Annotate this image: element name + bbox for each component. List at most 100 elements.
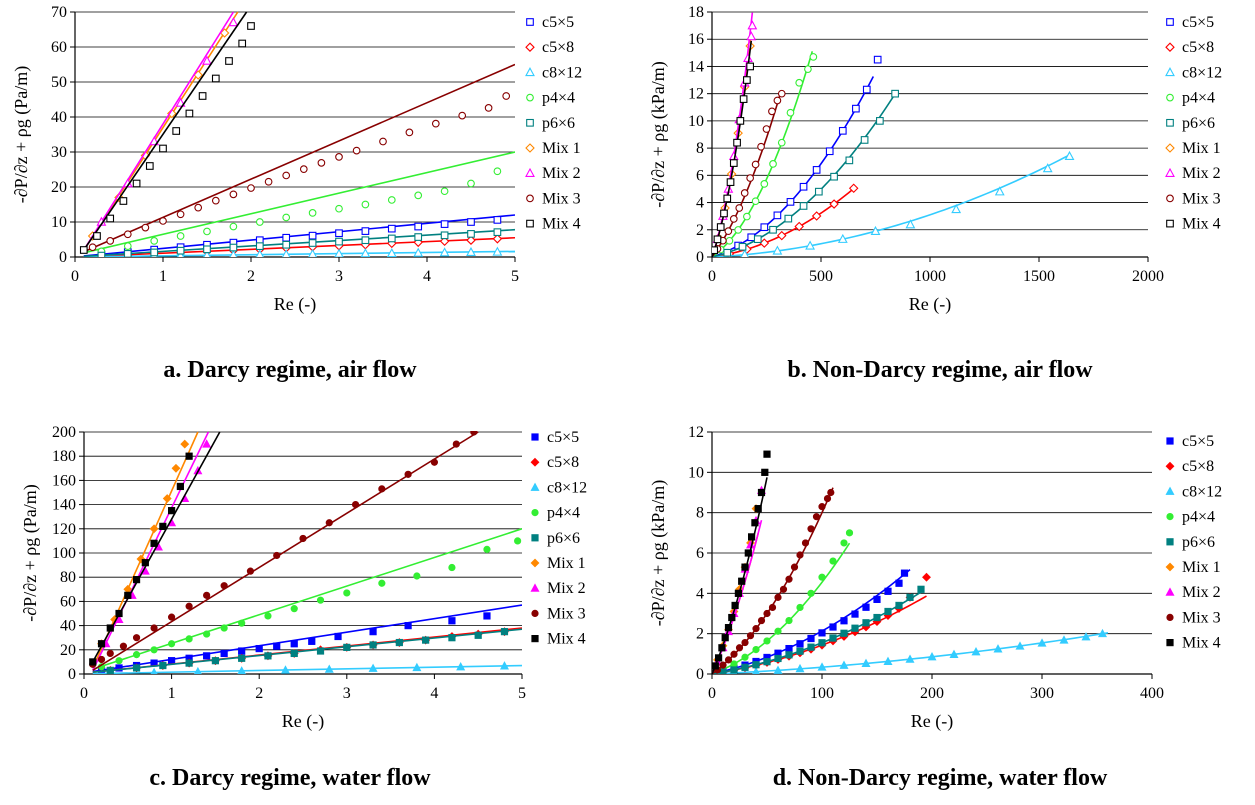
x-axis-label: Re (-) bbox=[282, 711, 324, 732]
x-tick-label: 3 bbox=[343, 685, 351, 702]
data-point bbox=[360, 248, 371, 257]
legend-label: Mix 4 bbox=[542, 216, 581, 233]
data-point bbox=[395, 638, 403, 647]
legend-label: p4×4 bbox=[547, 505, 580, 522]
data-point bbox=[361, 227, 370, 235]
data-point bbox=[720, 209, 728, 218]
data-point bbox=[827, 488, 835, 497]
legend-label: p6×6 bbox=[542, 115, 575, 132]
data-point bbox=[273, 551, 281, 560]
data-point bbox=[786, 198, 795, 206]
data-point bbox=[229, 243, 238, 252]
data-point bbox=[467, 218, 475, 226]
data-point bbox=[829, 199, 839, 209]
y-tick-label: 30 bbox=[51, 144, 67, 161]
data-point bbox=[220, 624, 228, 632]
data-point bbox=[448, 634, 456, 642]
data-point bbox=[873, 55, 882, 64]
data-point bbox=[751, 160, 760, 169]
legend-marker bbox=[1165, 486, 1175, 495]
legend-label: c5×5 bbox=[1182, 14, 1214, 31]
legend-label: Mix 4 bbox=[1182, 216, 1221, 233]
data-point bbox=[119, 642, 128, 650]
data-point bbox=[747, 20, 758, 30]
y-tick-label: 40 bbox=[51, 109, 67, 126]
data-point bbox=[763, 450, 771, 458]
data-point bbox=[721, 634, 729, 642]
data-point bbox=[724, 227, 733, 235]
data-point bbox=[150, 646, 158, 654]
data-point bbox=[807, 634, 815, 643]
data-point bbox=[106, 214, 115, 223]
y-tick-label: 10 bbox=[688, 113, 704, 130]
series-fit-line bbox=[92, 664, 522, 674]
data-point bbox=[106, 237, 115, 245]
data-point bbox=[818, 503, 826, 511]
data-point bbox=[845, 529, 854, 537]
data-point bbox=[514, 537, 522, 545]
data-point bbox=[823, 494, 832, 503]
data-point bbox=[334, 248, 344, 257]
data-point bbox=[237, 666, 246, 674]
y-tick-label: 10 bbox=[688, 464, 704, 481]
y-tick-label: 12 bbox=[688, 424, 704, 441]
data-point bbox=[741, 653, 749, 661]
data-point bbox=[718, 644, 726, 652]
legend: c5×5 c5×8 c8×12 p4×4 p6×6 Mix 1 Mix 2 Mix 3 Mix … bbox=[525, 14, 582, 233]
y-tick-label: 0 bbox=[59, 249, 67, 266]
plot-area bbox=[712, 12, 1075, 257]
data-point bbox=[299, 165, 308, 173]
data-point bbox=[735, 644, 744, 652]
data-point bbox=[141, 559, 149, 567]
data-point bbox=[1064, 150, 1075, 161]
data-point bbox=[736, 117, 745, 125]
data-point bbox=[906, 593, 914, 601]
series-fit-line bbox=[92, 528, 522, 670]
data-point bbox=[746, 31, 757, 41]
data-point bbox=[456, 662, 466, 671]
legend-marker bbox=[1165, 562, 1175, 572]
data-point bbox=[325, 519, 333, 527]
y-tick-label: 20 bbox=[60, 642, 76, 659]
data-point bbox=[412, 662, 422, 672]
y-axis-label: -∂P/∂z + ρg (Pa/m) bbox=[11, 66, 32, 203]
data-point bbox=[176, 232, 185, 240]
y-tick-label: 2 bbox=[696, 626, 704, 643]
data-point bbox=[829, 634, 837, 642]
data-point bbox=[900, 569, 909, 577]
legend-marker bbox=[526, 118, 534, 127]
data-point bbox=[804, 65, 812, 74]
data-point bbox=[159, 217, 167, 225]
data-point bbox=[752, 625, 760, 633]
data-point bbox=[413, 247, 424, 257]
legend: c5×5 c5×8 c8×12 p4×4 p6×6 Mix 1 Mix 2 Mix 3 Mix … bbox=[1165, 433, 1222, 652]
data-point bbox=[176, 246, 185, 255]
data-point bbox=[884, 587, 892, 595]
data-point bbox=[229, 249, 238, 257]
data-point bbox=[198, 92, 207, 100]
data-point bbox=[466, 246, 476, 257]
data-point bbox=[807, 525, 815, 533]
data-point bbox=[106, 666, 114, 674]
data-point bbox=[799, 202, 808, 210]
y-tick-label: 0 bbox=[696, 249, 704, 266]
data-point bbox=[247, 22, 255, 30]
legend-marker bbox=[525, 143, 535, 153]
data-point bbox=[743, 52, 753, 63]
legend-marker bbox=[1166, 638, 1174, 647]
data-point bbox=[290, 640, 298, 648]
y-tick-label: 50 bbox=[51, 74, 67, 91]
data-point bbox=[185, 109, 194, 118]
legend-marker bbox=[1166, 219, 1174, 228]
data-point bbox=[149, 524, 159, 534]
y-tick-label: 60 bbox=[51, 39, 67, 56]
data-point bbox=[993, 644, 1003, 653]
data-point bbox=[725, 236, 734, 245]
data-point bbox=[79, 246, 88, 254]
data-point bbox=[132, 179, 141, 188]
data-point bbox=[343, 589, 351, 597]
data-point bbox=[759, 238, 770, 248]
data-point bbox=[927, 652, 937, 661]
data-point bbox=[751, 197, 760, 206]
legend-marker bbox=[1165, 587, 1175, 596]
